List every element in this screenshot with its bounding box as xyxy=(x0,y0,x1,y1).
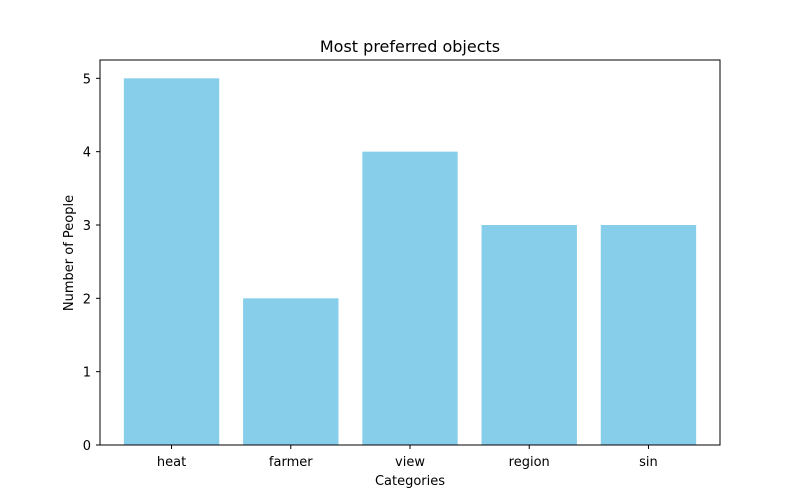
y-axis-label: Number of People xyxy=(62,195,77,311)
bar-view xyxy=(362,151,458,445)
x-axis-ticks: heat farmer view region sin xyxy=(157,445,658,470)
chart-title: Most preferred objects xyxy=(320,37,500,56)
x-tick-label: farmer xyxy=(269,455,313,470)
bar-farmer xyxy=(243,298,339,445)
y-tick-label: 5 xyxy=(83,72,91,87)
x-tick-label: view xyxy=(395,455,425,470)
x-tick-label: sin xyxy=(639,455,658,470)
y-tick-label: 0 xyxy=(83,439,91,454)
y-tick-label: 1 xyxy=(83,366,91,381)
bar-heat xyxy=(123,78,220,445)
y-tick-label: 3 xyxy=(83,219,91,234)
x-tick-label: heat xyxy=(157,455,186,470)
y-tick-label: 2 xyxy=(83,292,91,307)
x-axis-label: Categories xyxy=(375,474,445,489)
x-tick-label: region xyxy=(509,455,550,470)
bar-sin xyxy=(600,225,697,445)
y-tick-label: 4 xyxy=(83,146,91,161)
bar-region xyxy=(481,225,577,445)
y-axis-ticks: 0 1 2 3 4 5 xyxy=(83,72,100,454)
bars-layer xyxy=(123,78,697,445)
